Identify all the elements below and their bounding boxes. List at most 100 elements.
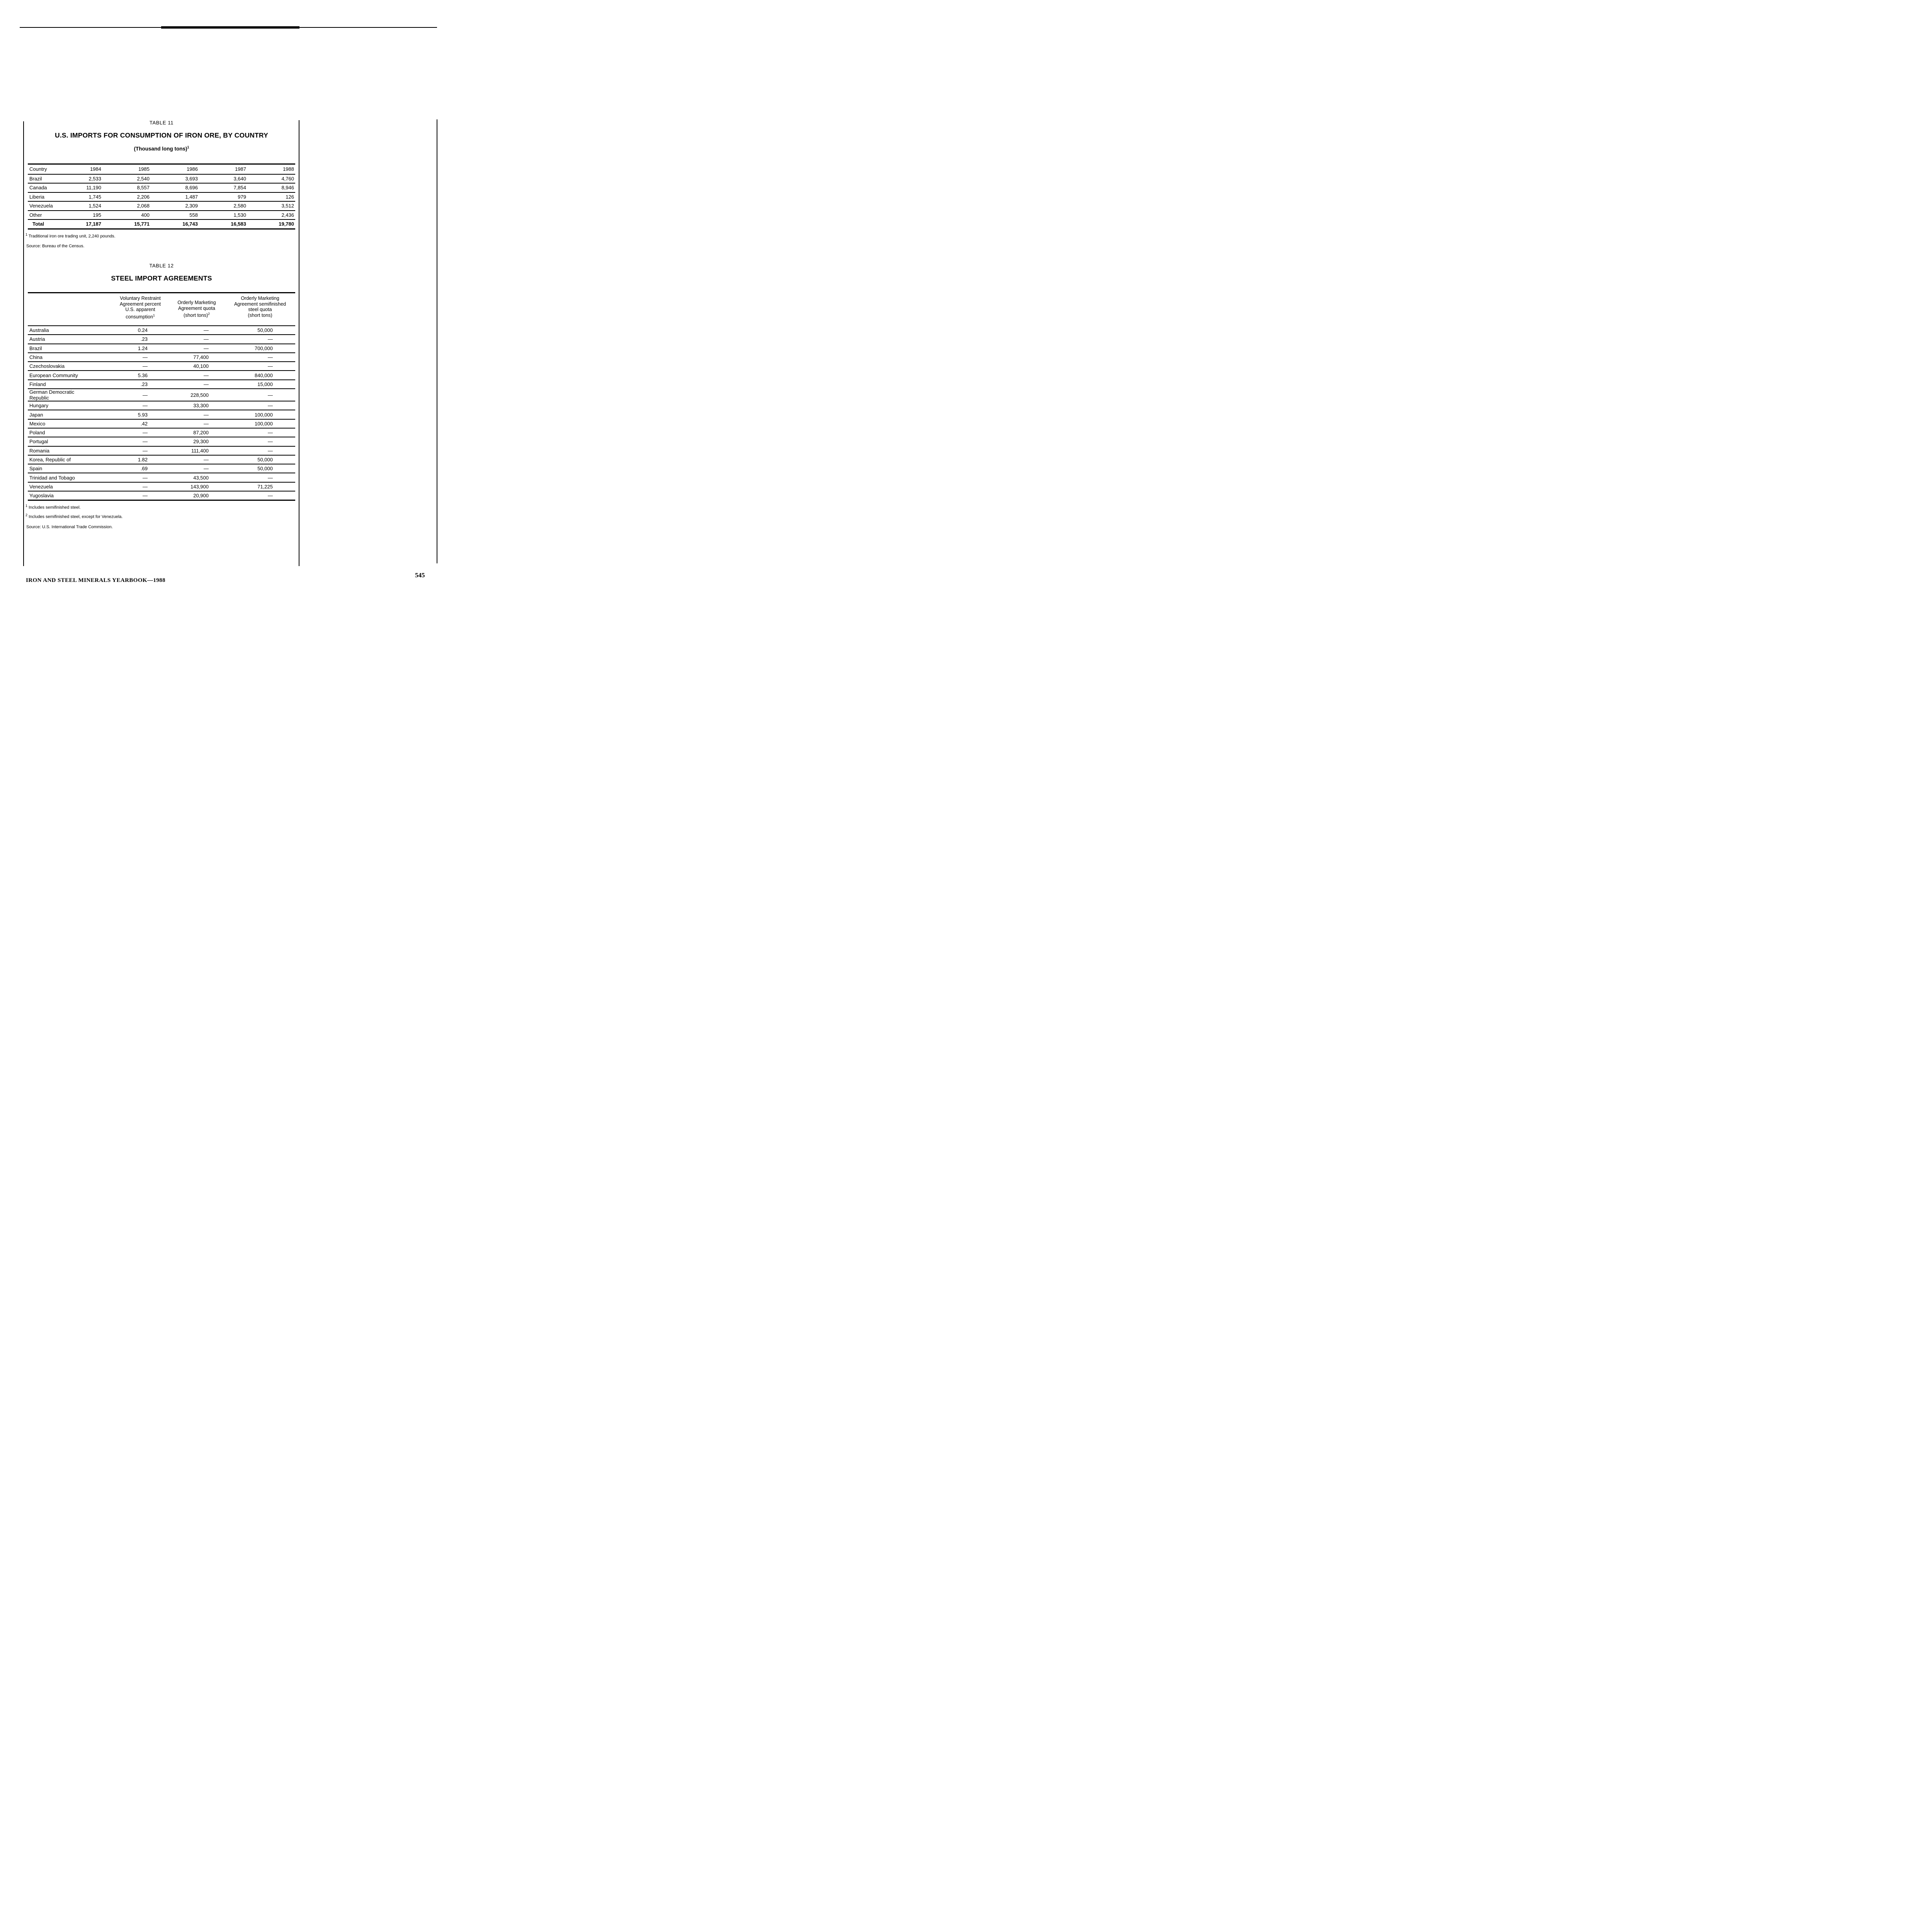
value-cell: — [93, 362, 151, 371]
value-cell: 8,557 [102, 183, 151, 193]
iron-ore-imports-table: Country 1984 1985 1986 1987 1988 Brazil … [28, 163, 295, 230]
value-cell: — [212, 335, 295, 344]
value-cell: 29,300 [151, 437, 212, 447]
value-cell: 77,400 [151, 352, 212, 362]
table-row: Trinidad and Tobago —43,500— [28, 473, 295, 483]
value-cell: 840,000 [212, 371, 295, 380]
value-cell: — [212, 428, 295, 438]
value-cell: 5.93 [93, 410, 151, 420]
value-cell: — [212, 491, 295, 501]
value-cell: 7,854 [199, 183, 247, 193]
value-cell: — [212, 446, 295, 456]
value-cell: 71,225 [212, 482, 295, 492]
country-cell: Hungary [28, 401, 93, 411]
country-cell: Finland [28, 379, 93, 389]
country-cell: Australia [28, 326, 93, 335]
value-cell: 126 [247, 192, 295, 202]
value-cell: 87,200 [151, 428, 212, 438]
table-row: Liberia 1,745 2,206 1,487 979 126 [28, 192, 295, 202]
steel-import-agreements-table: Voluntary Restraint Agreement percent U.… [28, 292, 295, 501]
value-cell: .23 [93, 335, 151, 344]
value-cell: — [93, 473, 151, 483]
value-cell: 100,000 [212, 419, 295, 429]
value-cell: — [93, 482, 151, 492]
value-cell: 2,580 [199, 201, 247, 211]
value-cell: 1,530 [199, 210, 247, 220]
value-cell: 979 [199, 192, 247, 202]
value-cell: 8,696 [151, 183, 199, 193]
value-cell: 40,100 [151, 362, 212, 371]
page-number: 545 [415, 571, 425, 579]
total-row: Total 17,187 15,771 16,743 16,583 19,780 [28, 219, 295, 230]
table-row: Korea, Republic of 1.82—50,000 [28, 455, 295, 465]
table-row: Spain .69—50,000 [28, 464, 295, 474]
value-cell: .23 [93, 379, 151, 389]
value-cell: 100,000 [212, 410, 295, 420]
table11-header-row: Country 1984 1985 1986 1987 1988 [28, 163, 295, 175]
table-row: Australia 0.24—50,000 [28, 326, 295, 335]
value-cell: — [93, 389, 151, 402]
value-cell: — [151, 455, 212, 465]
value-cell: — [93, 401, 151, 411]
column-header-orderly-marketing-semifinished: Orderly Marketing Agreement semifinished… [234, 296, 286, 318]
total-label: Total [28, 219, 68, 230]
country-cell: Yugoslavia [28, 491, 93, 501]
country-cell: Brazil [28, 344, 93, 353]
value-cell: 15,000 [212, 379, 295, 389]
value-cell: — [212, 362, 295, 371]
footnote-marker: 1 [153, 313, 155, 317]
col-1985: 1985 [102, 163, 151, 175]
value-cell: 700,000 [212, 344, 295, 353]
table-row: Hungary —33,300— [28, 401, 295, 411]
footnote-marker: 2 [208, 312, 210, 316]
value-cell: 50,000 [212, 464, 295, 474]
value-cell: 111,400 [151, 446, 212, 456]
value-cell: 8,946 [247, 183, 295, 193]
table-row: German Democratic Republic —228,500— [28, 389, 295, 402]
table12-header: Voluntary Restraint Agreement percent U.… [28, 292, 295, 326]
table12-footnote-1: 1 Includes semifinished steel. [26, 504, 81, 510]
value-cell: — [212, 437, 295, 447]
total-value: 16,743 [151, 219, 199, 230]
table11-label: TABLE 11 [149, 120, 174, 126]
col-country: Country [28, 163, 68, 175]
table-row: Portugal —29,300— [28, 437, 295, 447]
country-cell: Trinidad and Tobago [28, 473, 93, 483]
country-cell: Brazil [28, 174, 68, 184]
value-cell: — [212, 352, 295, 362]
value-cell: 1,524 [68, 201, 102, 211]
column-header-voluntary-restraint: Voluntary Restraint Agreement percent U.… [119, 296, 161, 320]
value-cell: 1,745 [68, 192, 102, 202]
value-cell: — [93, 446, 151, 456]
value-cell: 5.36 [93, 371, 151, 380]
country-cell: Portugal [28, 437, 93, 447]
table12-section: TABLE 12 STEEL IMPORT AGREEMENTS Volunta… [26, 263, 295, 530]
table12-footnote-2: 2 Includes semifinished steel, except fo… [26, 513, 123, 519]
country-cell: Canada [28, 183, 68, 193]
country-cell: German Democratic Republic [28, 389, 93, 402]
value-cell: — [93, 491, 151, 501]
table12-source: Source: U.S. International Trade Commiss… [26, 524, 113, 529]
country-cell: Korea, Republic of [28, 455, 93, 465]
col-1984: 1984 [68, 163, 102, 175]
value-cell: 1.24 [93, 344, 151, 353]
country-cell: Venezuela [28, 201, 68, 211]
col-1986: 1986 [151, 163, 199, 175]
value-cell: 143,900 [151, 482, 212, 492]
value-cell: — [212, 401, 295, 411]
table11-source: Source: Bureau of the Census. [26, 244, 85, 249]
value-cell: — [151, 344, 212, 353]
value-cell: 228,500 [151, 389, 212, 402]
table-row: Finland .23—15,000 [28, 379, 295, 389]
table-row: China —77,400— [28, 352, 295, 362]
table-row: Czechoslovakia —40,100— [28, 362, 295, 371]
value-cell: — [93, 428, 151, 438]
value-cell: — [151, 335, 212, 344]
value-cell: 20,900 [151, 491, 212, 501]
col-1987: 1987 [199, 163, 247, 175]
country-cell: Romania [28, 446, 93, 456]
value-cell: — [151, 371, 212, 380]
country-cell: China [28, 352, 93, 362]
country-cell: Liberia [28, 192, 68, 202]
value-cell: — [151, 464, 212, 474]
